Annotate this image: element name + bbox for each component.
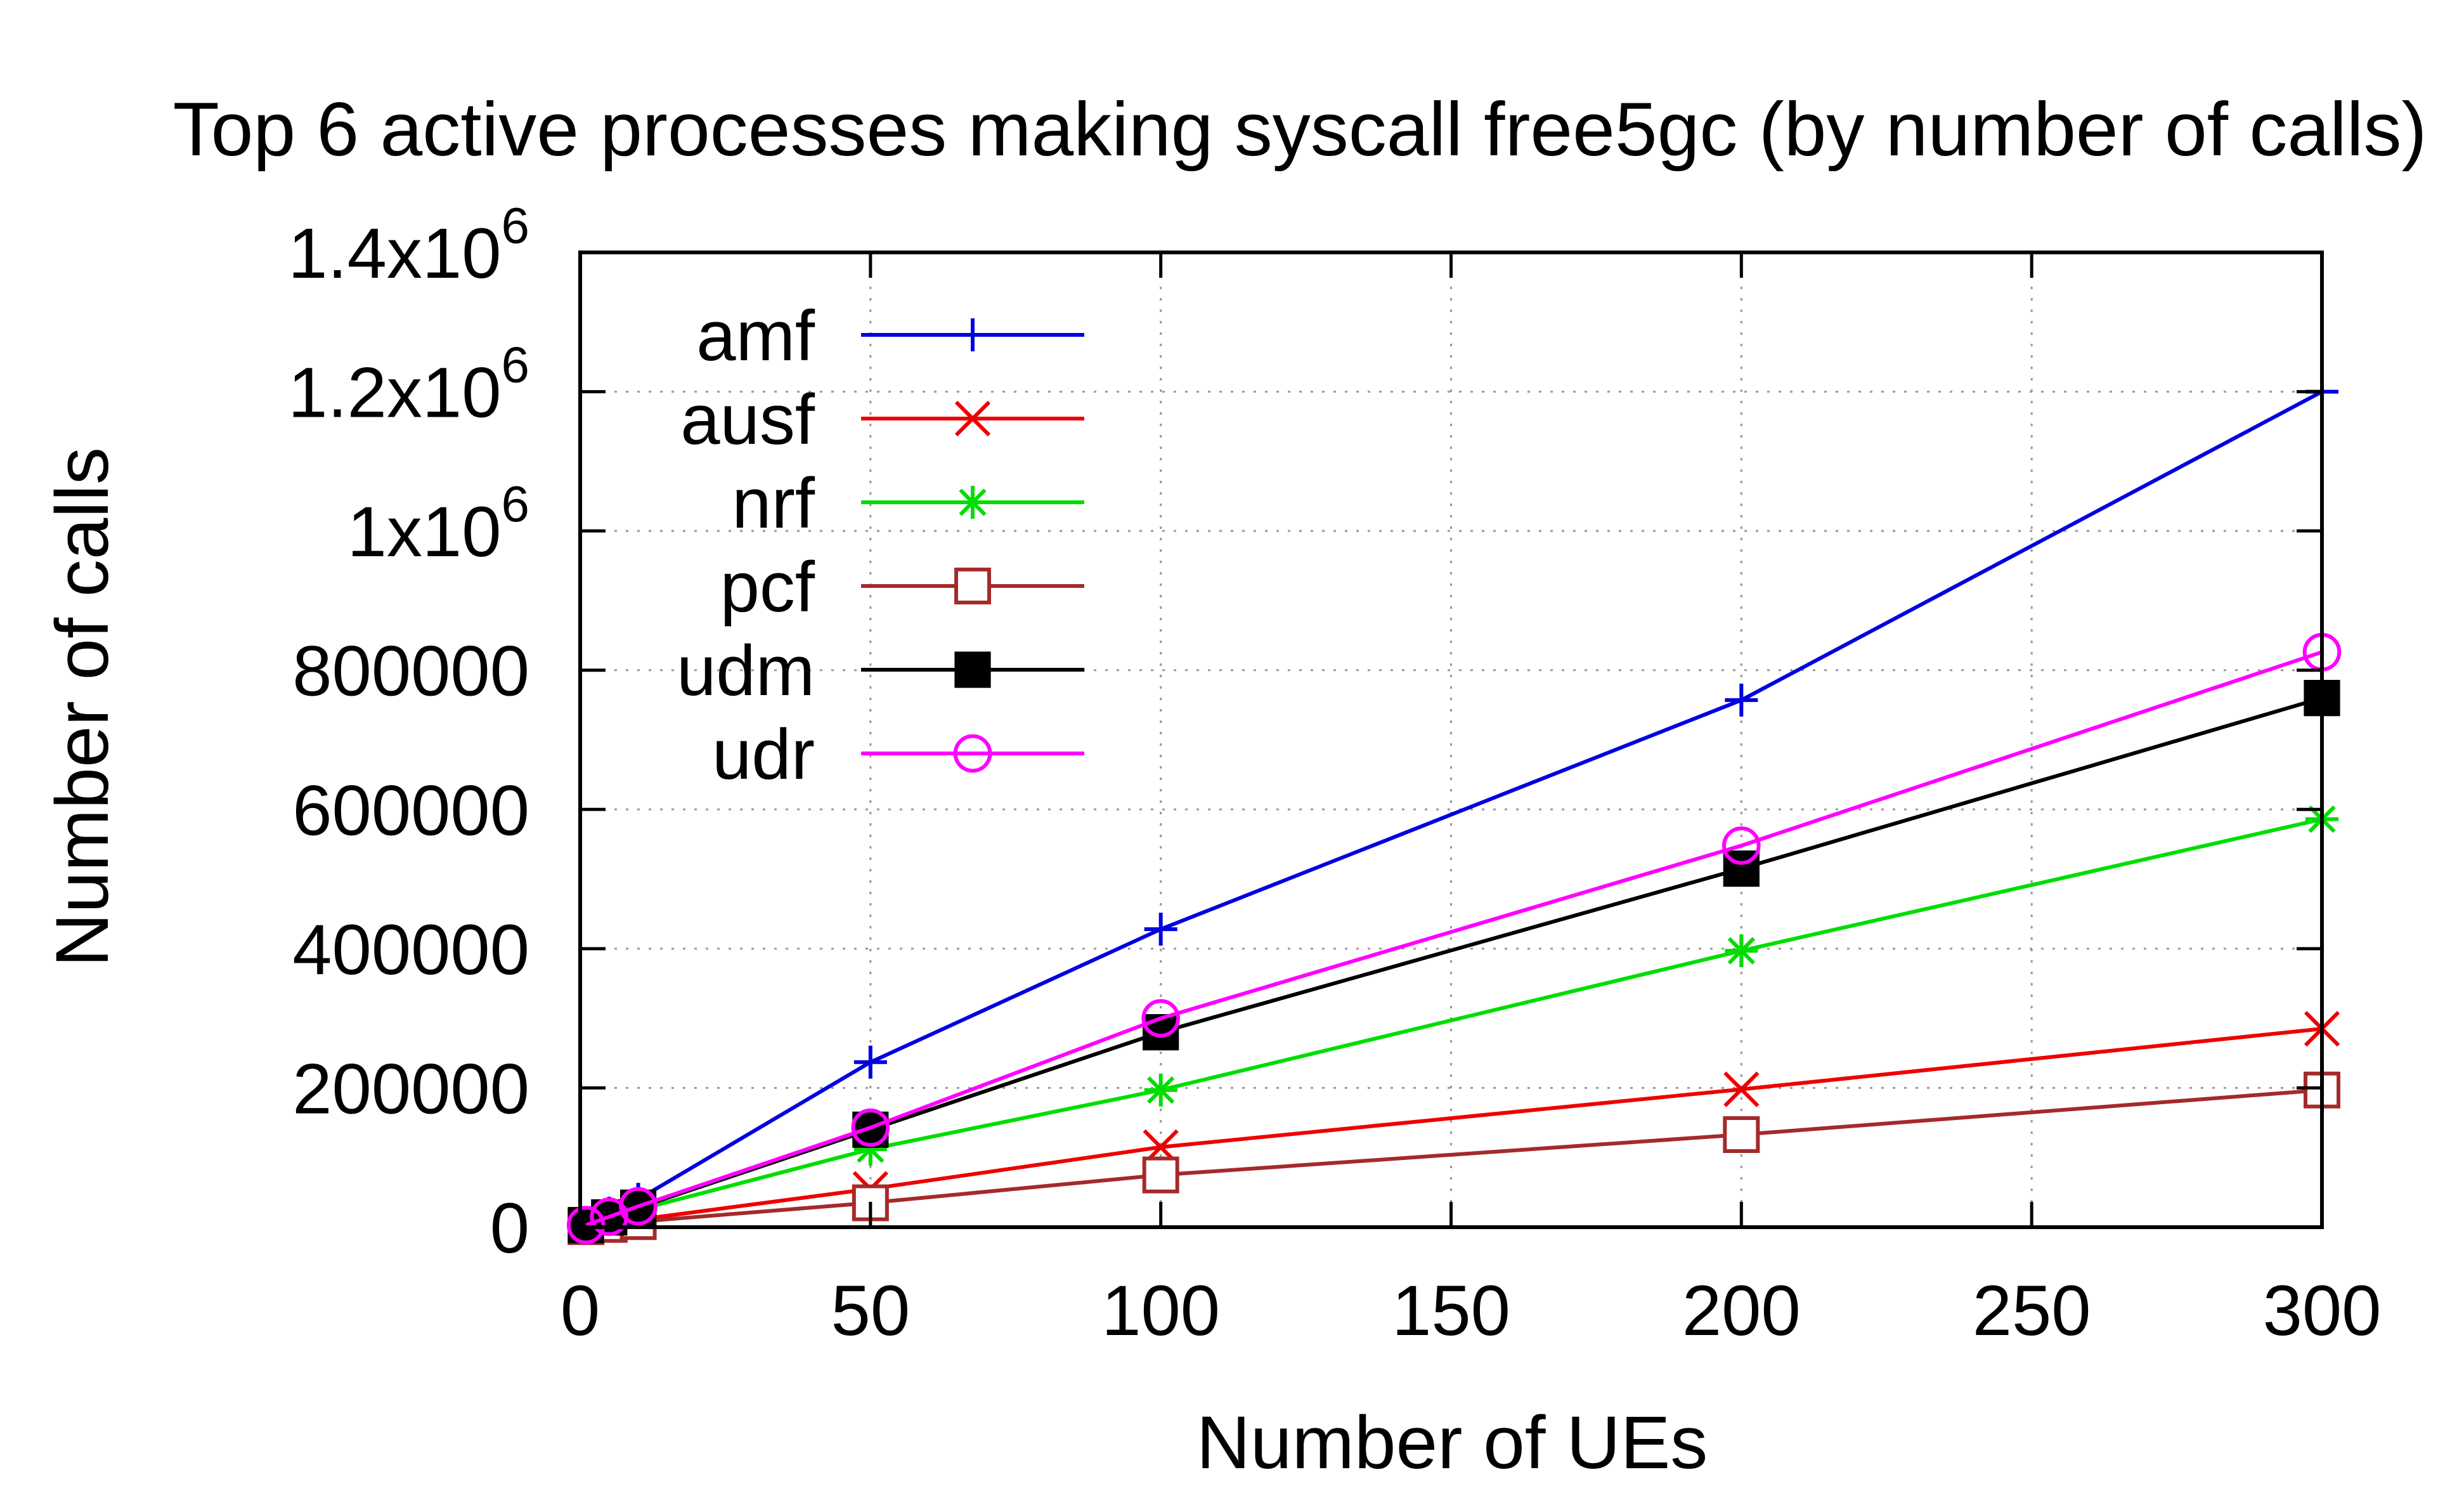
y-tick-label: 200000	[292, 1049, 529, 1128]
legend-label: ausf	[680, 380, 815, 459]
x-tick-label: 250	[1973, 1271, 2091, 1350]
legend-item-udr: udr	[712, 715, 1084, 794]
x-tick-label: 300	[2263, 1271, 2382, 1350]
legend-marker-nrf	[956, 486, 989, 519]
data-point-pcf	[1142, 1156, 1179, 1194]
data-point-amf	[1725, 683, 1758, 717]
data-point-udr	[566, 1206, 606, 1245]
legend-label: pcf	[720, 547, 815, 627]
y-tick-label: 1.4x106	[288, 197, 529, 293]
chart-title: Top 6 active processes making syscall fr…	[173, 87, 2427, 172]
data-point-amf	[1144, 913, 1177, 946]
x-tick-label: 100	[1101, 1271, 1220, 1350]
ticks: 0 50 100 150 200 250 300 0 200000 400000 600000 800…	[288, 197, 2381, 1350]
legend-item-udm: udm	[677, 631, 1084, 710]
legend-label: nrf	[732, 464, 815, 543]
series-layer	[566, 375, 2342, 1246]
y-tick-label: 1x106	[347, 476, 529, 571]
x-tick-label: 50	[831, 1271, 911, 1350]
y-tick-label: 600000	[292, 771, 529, 850]
x-axis-label: Number of UEs	[1196, 1401, 1708, 1485]
legend-item-pcf: pcf	[720, 547, 1084, 627]
x-tick-label: 200	[1682, 1271, 1801, 1350]
legend-item-ausf: ausf	[680, 380, 1084, 459]
x-tick-label: 150	[1392, 1271, 1510, 1350]
legend-item-amf: amf	[696, 296, 1084, 375]
legend-label: udr	[712, 715, 815, 794]
y-tick-label: 1.2x106	[288, 337, 529, 433]
legend-label: udm	[677, 631, 815, 710]
y-tick-label: 400000	[292, 910, 529, 989]
legend-marker-ausf	[954, 400, 991, 437]
data-point-ausf	[1723, 1071, 1760, 1107]
legend-marker-udm	[954, 651, 991, 688]
series-line-udr	[585, 650, 2323, 1227]
legend-label: amf	[696, 296, 815, 375]
data-point-udr	[1722, 826, 1761, 865]
data-point-udr	[619, 1187, 658, 1226]
data-point-amf	[853, 1045, 887, 1079]
data-point-nrf	[1144, 1073, 1177, 1107]
y-axis-label: Number of calls	[41, 447, 124, 967]
legend-marker-pcf	[954, 568, 991, 604]
data-point-nrf	[1725, 934, 1758, 968]
y-tick-label: 800000	[292, 632, 529, 711]
data-point-udr	[851, 1108, 890, 1147]
legend-item-nrf: nrf	[732, 464, 1084, 543]
x-tick-label: 0	[561, 1271, 600, 1350]
data-point-pcf	[1723, 1116, 1760, 1153]
y-tick-label: 0	[490, 1189, 529, 1268]
data-point-udr	[1141, 999, 1180, 1038]
legend-marker-udr	[953, 734, 992, 773]
legend-marker-amf	[956, 318, 989, 351]
